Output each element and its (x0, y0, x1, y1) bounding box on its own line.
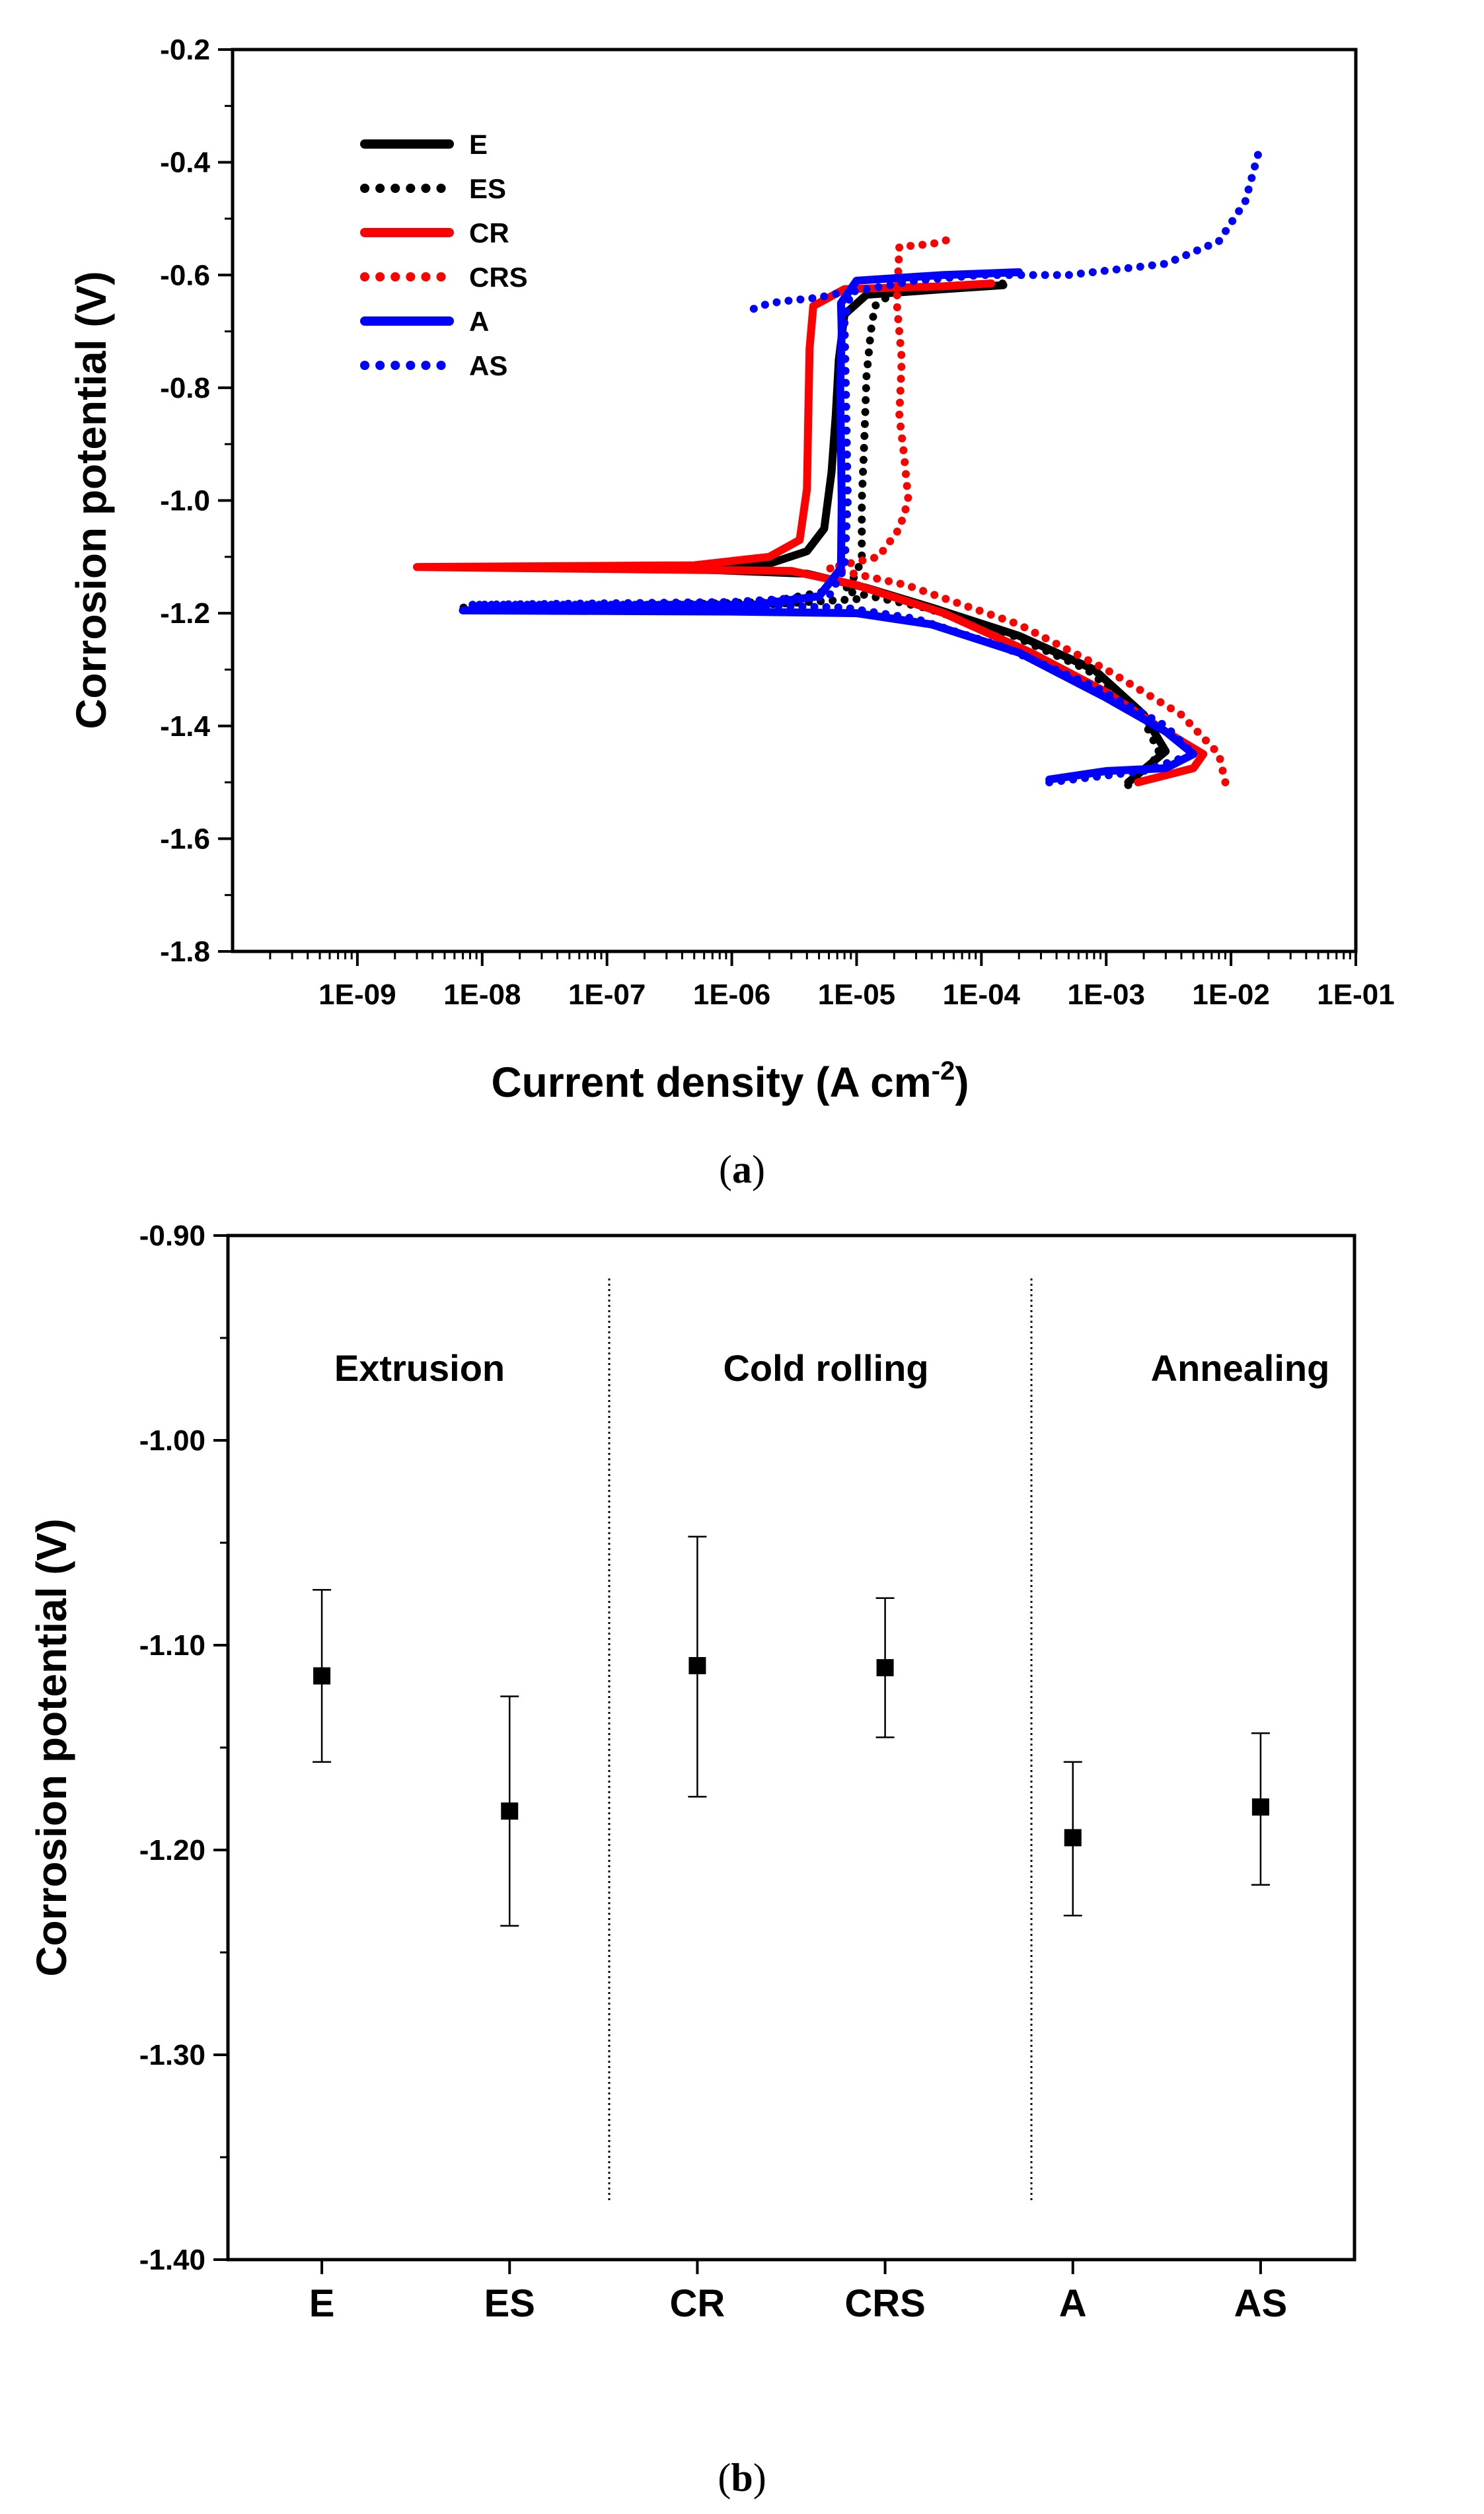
curve-as (466, 144, 1264, 787)
marker-cr (688, 1657, 706, 1674)
panel-b-tick-labels: -1.40 -1.30 -1.20 -1.10 -1.00 -0.90 E ES CR CRS A A… (139, 1220, 1288, 2325)
y-tick-label-0-4: -0.4 (160, 147, 210, 179)
panel-a-legend: E ES CR CRS A AS (360, 129, 528, 381)
b-y-tick-label-0-90: -0.90 (139, 1220, 205, 1252)
legend-label-crs: CRS (469, 262, 528, 293)
y-tick-label-1-4: -1.4 (160, 710, 210, 743)
group-label-extrusion: Extrusion (334, 1347, 505, 1389)
b-x-tick-label-a: A (1059, 2282, 1087, 2325)
y-tick-label-0-2: -0.2 (160, 34, 210, 66)
y-tick-label-1-2: -1.2 (160, 597, 210, 630)
b-x-tick-label-crs: CRS (844, 2282, 925, 2325)
legend-label-cr: CR (469, 217, 509, 248)
b-x-tick-label-as: AS (1234, 2282, 1288, 2325)
panel-b-y-axis-title: Corrosion potential (V) (28, 1518, 75, 1976)
panel-a-potentiodynamic-polarization: 1E-09 1E-08 1E-07 1E-06 1E-05 1E-04 1E-03 1E-02… (67, 34, 1395, 1191)
group-label-annealing: Annealing (1151, 1347, 1330, 1389)
marker-es (501, 1802, 519, 1820)
b-y-tick-label-1-30: -1.30 (139, 2039, 205, 2071)
x-tick-label-1e-08: 1E-08 (443, 979, 521, 1011)
b-x-tick-label-cr: CR (670, 2282, 725, 2325)
curve-crs (825, 234, 1230, 787)
panel-a-x-axis-title: Current density (A cm-2) (491, 1056, 969, 1106)
y-tick-label-1-8: -1.8 (160, 936, 210, 968)
x-tick-label-1e-06: 1E-06 (693, 979, 770, 1011)
x-tick-label-1e-07: 1E-07 (568, 979, 646, 1011)
panel-b-corrosion-potential: -1.40 -1.30 -1.20 -1.10 -1.00 -0.90 E ES CR CRS A A… (28, 1220, 1356, 2499)
panel-a-caption: (a) (719, 1148, 765, 1191)
panel-a-frame (231, 48, 1358, 953)
x-tick-label-1e-04: 1E-04 (943, 979, 1021, 1011)
y-tick-label-1-6: -1.6 (160, 823, 210, 855)
marker-crs (876, 1659, 894, 1677)
legend-label-as: AS (469, 350, 507, 381)
b-y-tick-label-1-40: -1.40 (139, 2244, 205, 2276)
legend-label-a: A (469, 306, 489, 337)
b-y-tick-label-1-20: -1.20 (139, 1834, 205, 1867)
curve-as-knee (749, 287, 849, 313)
x-tick-label-1e-03: 1E-03 (1068, 979, 1145, 1011)
b-y-tick-label-1-00: -1.00 (139, 1424, 205, 1457)
panel-a-tick-labels: 1E-09 1E-08 1E-07 1E-06 1E-05 1E-04 1E-03 1E-02… (160, 34, 1395, 1011)
panel-a-curves (413, 144, 1264, 790)
y-tick-label-0-6: -0.6 (160, 259, 210, 291)
y-tick-label-1-0: -1.0 (160, 485, 210, 517)
legend-label-es: ES (469, 173, 506, 204)
x-tick-label-1e-09: 1E-09 (318, 979, 396, 1011)
marker-a (1064, 1829, 1082, 1847)
panel-b-frame (226, 1234, 1356, 2262)
legend-label-e: E (469, 129, 488, 160)
x-tick-label-1e-05: 1E-05 (818, 979, 895, 1011)
b-y-tick-label-1-10: -1.10 (139, 1629, 205, 1662)
marker-as (1251, 1798, 1269, 1816)
b-x-tick-label-es: ES (484, 2282, 535, 2325)
panel-a-y-axis-title: Corrosion potential (V) (67, 271, 115, 729)
panel-b-caption: (b) (718, 2456, 766, 2499)
group-label-cold-rolling: Cold rolling (723, 1347, 928, 1389)
x-tick-label-1e-02: 1E-02 (1192, 979, 1269, 1011)
marker-e (313, 1667, 331, 1685)
b-x-tick-label-e: E (309, 2282, 335, 2325)
y-tick-label-0-8: -0.8 (160, 372, 210, 404)
panel-b-data-points (313, 1535, 1270, 1927)
x-tick-label-1e-01: 1E-01 (1317, 979, 1394, 1011)
